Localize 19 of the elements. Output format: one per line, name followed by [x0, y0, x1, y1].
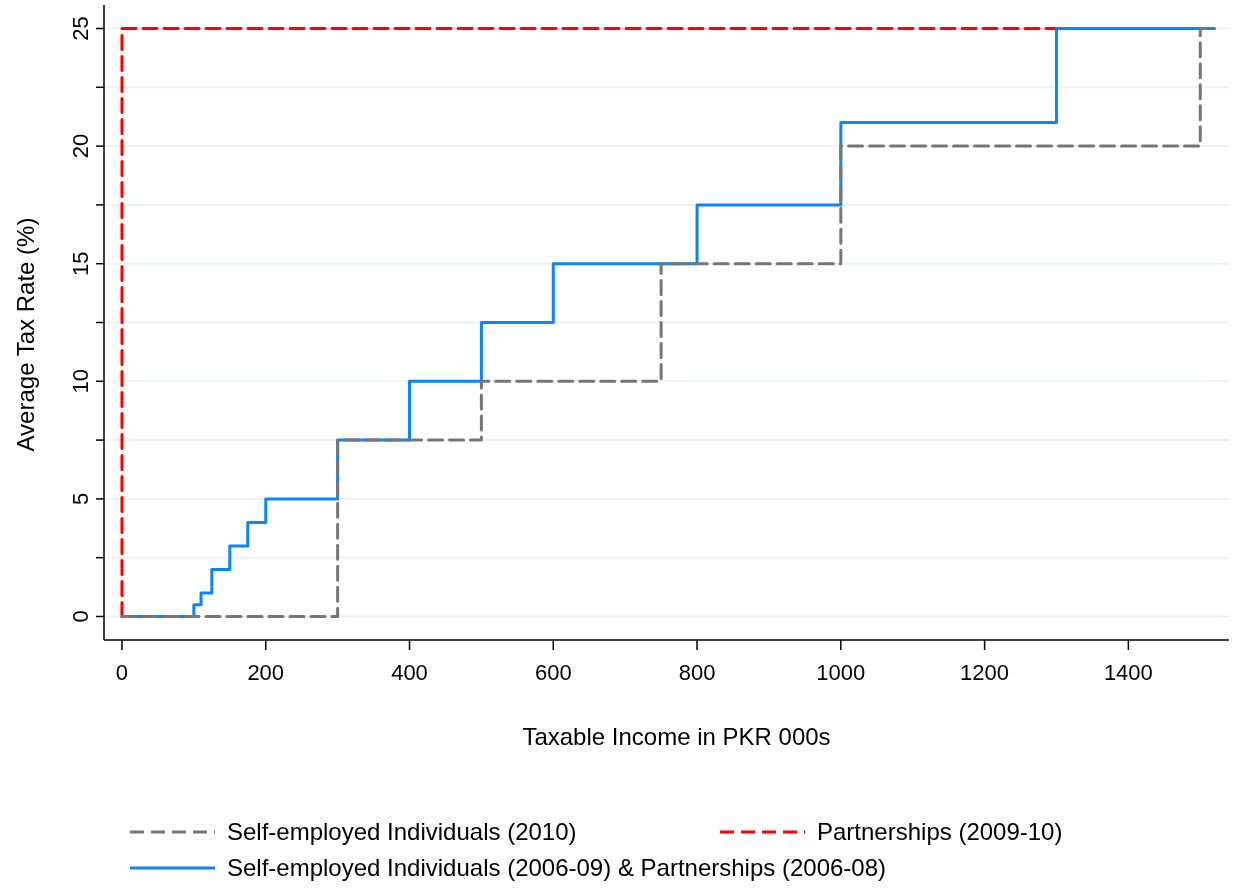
y-tick-label: 5	[68, 492, 93, 506]
x-tick-label: 1000	[816, 660, 866, 685]
x-tick-label: 600	[534, 660, 572, 685]
y-tick-label: 15	[68, 251, 93, 276]
y-tick-label: 10	[68, 369, 93, 394]
y-tick-label: 0	[68, 610, 93, 623]
legend-label: Self-employed Individuals (2010)	[227, 818, 577, 845]
legend-label: Self-employed Individuals (2006-09) & Partnerships (2006-08)	[227, 854, 887, 881]
legend-label: Partnerships (2009-10)	[817, 818, 1063, 845]
x-tick-label: 1200	[960, 660, 1010, 685]
y-tick-label: 20	[68, 133, 93, 159]
y-axis-title: Average Tax Rate (%)	[12, 217, 39, 452]
x-tick-label: 0	[115, 660, 129, 685]
x-axis-title: Taxable Income in PKR 000s	[522, 723, 831, 750]
x-tick-label: 200	[247, 660, 285, 685]
x-tick-label: 400	[391, 660, 428, 685]
x-tick-label: 1400	[1103, 660, 1153, 685]
y-tick-label: 25	[68, 16, 93, 41]
x-tick-label: 800	[678, 660, 716, 685]
